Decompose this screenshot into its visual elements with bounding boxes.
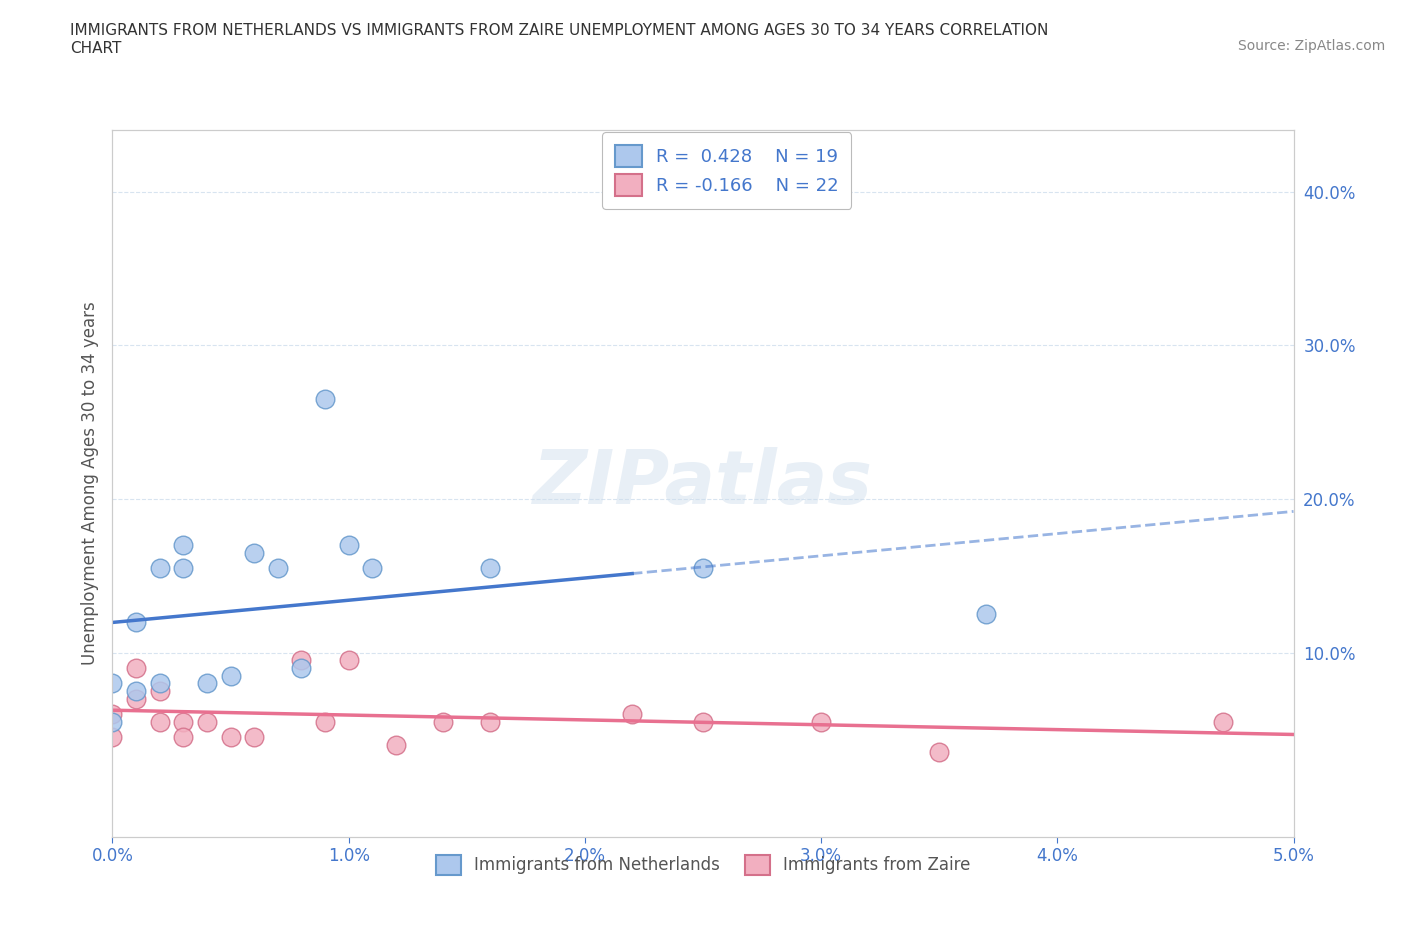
Text: Source: ZipAtlas.com: Source: ZipAtlas.com	[1237, 39, 1385, 53]
Point	[172, 538, 194, 552]
Point	[101, 730, 124, 745]
Point	[219, 669, 242, 684]
Point	[290, 653, 312, 668]
Point	[101, 676, 124, 691]
Point	[219, 730, 242, 745]
Point	[337, 538, 360, 552]
Point	[928, 745, 950, 760]
Point	[243, 730, 266, 745]
Y-axis label: Unemployment Among Ages 30 to 34 years: Unemployment Among Ages 30 to 34 years	[80, 301, 98, 666]
Point	[149, 561, 172, 576]
Point	[243, 545, 266, 560]
Text: IMMIGRANTS FROM NETHERLANDS VS IMMIGRANTS FROM ZAIRE UNEMPLOYMENT AMONG AGES 30 : IMMIGRANTS FROM NETHERLANDS VS IMMIGRANT…	[70, 23, 1049, 56]
Point	[267, 561, 290, 576]
Point	[976, 606, 998, 621]
Point	[149, 684, 172, 698]
Point	[479, 714, 502, 729]
Point	[385, 737, 408, 752]
Point	[195, 714, 218, 729]
Point	[692, 561, 714, 576]
Point	[149, 714, 172, 729]
Point	[314, 392, 336, 406]
Point	[479, 561, 502, 576]
Point	[432, 714, 454, 729]
Point	[290, 660, 312, 675]
Point	[125, 684, 148, 698]
Point	[172, 561, 194, 576]
Point	[101, 707, 124, 722]
Point	[125, 691, 148, 706]
Point	[172, 714, 194, 729]
Point	[195, 676, 218, 691]
Point	[172, 730, 194, 745]
Point	[314, 714, 336, 729]
Point	[337, 653, 360, 668]
Point	[810, 714, 832, 729]
Text: ZIPatlas: ZIPatlas	[533, 447, 873, 520]
Point	[621, 707, 644, 722]
Point	[1212, 714, 1234, 729]
Point	[125, 615, 148, 630]
Point	[149, 676, 172, 691]
Point	[101, 714, 124, 729]
Point	[692, 714, 714, 729]
Point	[361, 561, 384, 576]
Legend: Immigrants from Netherlands, Immigrants from Zaire: Immigrants from Netherlands, Immigrants …	[429, 848, 977, 882]
Point	[125, 660, 148, 675]
